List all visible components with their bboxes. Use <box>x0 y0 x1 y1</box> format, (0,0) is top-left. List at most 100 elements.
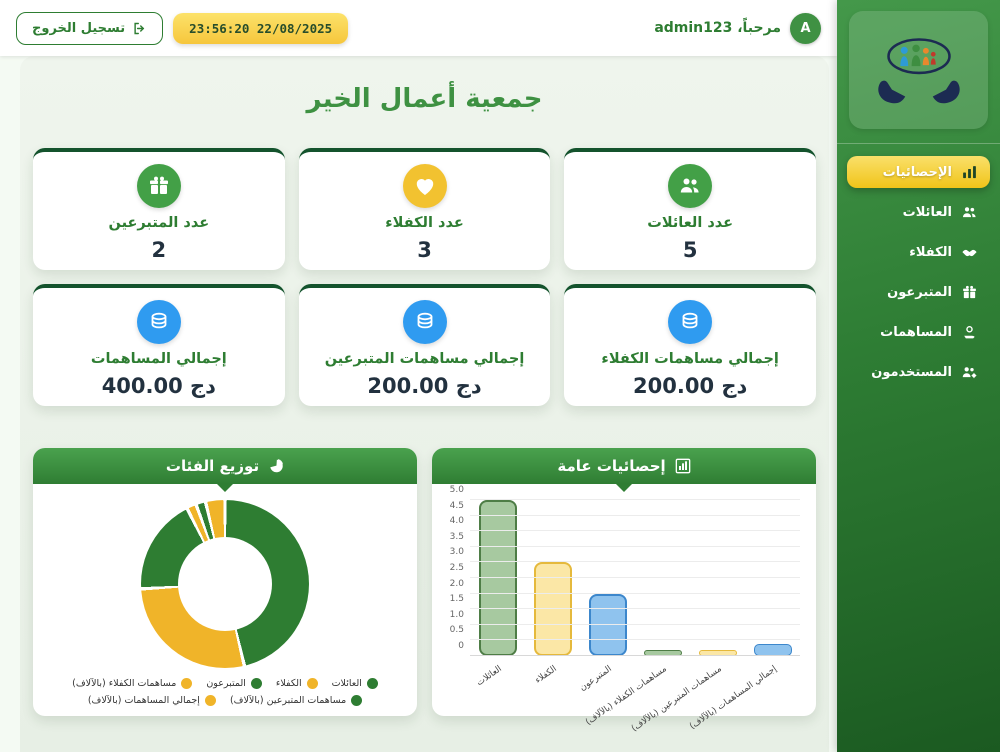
gift-icon <box>149 176 168 194</box>
sidebar-item-families[interactable]: العائلات <box>847 196 990 228</box>
y-tick-label: 1.5 <box>449 594 464 605</box>
y-tick-label: 0 <box>458 641 464 651</box>
legend-label: مساهمات المتبرعين (بالآلاف) <box>229 695 347 706</box>
legend-label: المتبرعون <box>206 678 246 689</box>
y-tick-label: 2.0 <box>449 578 464 589</box>
stat-label: إجمالي المساهمات <box>90 351 227 367</box>
legend-item[interactable]: الكفلاء <box>276 678 318 689</box>
donut-chart-card: توزيع الفئات العائلات الكفلاء المتبرعون مسا… <box>33 448 417 716</box>
sidebar-item-contributions[interactable]: المساهمات <box>847 316 990 348</box>
legend-label: الكفلاء <box>275 678 302 689</box>
donut-chart-title: توزيع الفئات <box>165 457 260 475</box>
stat-value: 400.00 دج <box>101 374 216 398</box>
coins-icon <box>417 312 432 329</box>
gridline <box>470 577 800 578</box>
bar-chart-icon <box>675 458 690 474</box>
y-tick-label: 0.5 <box>449 625 464 636</box>
bar-x-label: إجمالي المساهمات (بالآلاف) <box>687 664 779 732</box>
stat-value: 2 <box>151 238 167 262</box>
legend-dot <box>250 678 262 689</box>
stat-label: عدد الكفلاء <box>385 215 464 231</box>
y-tick-label: 4.0 <box>449 516 464 527</box>
legend-dot <box>366 678 378 689</box>
y-tick-label: 3.0 <box>449 547 464 558</box>
content-panel: جمعية أعمال الخير عدد العائلات 5 عدد الك… <box>20 56 829 752</box>
coins-icon <box>682 312 698 329</box>
stat-value: 5 <box>682 238 698 262</box>
stat-value: 3 <box>417 238 432 262</box>
legend-label: مساهمات الكفلاء (بالآلاف) <box>72 678 177 689</box>
gift-icon <box>963 285 976 298</box>
legend-label: إجمالي المساهمات (بالآلاف) <box>87 695 200 706</box>
gridline <box>470 592 800 594</box>
logout-label: تسجيل الخروج <box>32 20 126 36</box>
stat-card-donors: عدد المتبرعين 2 <box>33 148 285 270</box>
donut-chart-header: توزيع الفئات <box>33 448 417 492</box>
stat-value: 200.00 دج <box>367 374 482 398</box>
legend-item[interactable]: المتبرعون <box>206 678 262 689</box>
stat-label: إجمالي مساهمات المتبرعين <box>324 351 525 367</box>
gridline <box>470 655 800 656</box>
sidebar-item-label: العائلات <box>902 204 952 220</box>
bar-x-label: مساهمات الكفلاء (بالآلاف) <box>583 664 669 728</box>
sidebar-item-donors[interactable]: المتبرعون <box>847 276 990 308</box>
legend-item[interactable]: مساهمات الكفلاء (بالآلاف) <box>72 678 193 689</box>
bar-chart-icon <box>963 165 976 178</box>
stat-value: 200.00 دج <box>633 374 748 398</box>
stats-grid: عدد العائلات 5 عدد الكفلاء 3 عدد المتبرع… <box>33 148 816 406</box>
y-tick-label: 3.5 <box>449 531 464 542</box>
bar-plot: 0 0.5 1.0 1.5 2.0 2.5 3.0 3.5 4.0 4.5 5.0 <box>450 485 800 656</box>
sidebar-item-label: المستخدمون <box>871 364 952 380</box>
legend-dot <box>204 695 216 706</box>
stat-label: إجمالي مساهمات الكفلاء <box>601 351 779 367</box>
hands-family-logo-icon <box>877 38 960 104</box>
bar-x-label: الكفلاء <box>532 664 559 686</box>
sidebar-divider <box>837 143 1000 144</box>
page-title: جمعية أعمال الخير <box>306 84 543 114</box>
sidebar-item-label: المساهمات <box>880 324 952 340</box>
stat-card-families: عدد العائلات 5 <box>564 148 816 270</box>
welcome-text: مرحباً، admin123 <box>654 20 781 36</box>
gridline <box>470 514 800 516</box>
sidebar-item-sponsors[interactable]: الكفلاء <box>847 236 990 268</box>
legend-dot <box>181 678 193 689</box>
bar-chart-card: إحصائيات عامة 0 0.5 1.0 1.5 2.0 2.5 3.0 3.5 4.0 4… <box>432 448 816 734</box>
gridline <box>470 545 800 547</box>
bar-chart: 0 0.5 1.0 1.5 2.0 2.5 3.0 3.5 4.0 4.5 5.0 العائلات… <box>432 485 816 734</box>
gridline <box>470 623 800 625</box>
y-tick-label: 2.5 <box>449 563 464 573</box>
logout-button[interactable]: تسجيل الخروج <box>16 11 164 45</box>
gridline <box>470 499 800 500</box>
bar-x-label: المتبرعون <box>577 664 614 694</box>
org-logo <box>849 11 988 129</box>
users-icon <box>962 206 976 217</box>
donation-icon <box>964 325 975 338</box>
main-content: جمعية أعمال الخير عدد العائلات 5 عدد الك… <box>0 56 837 752</box>
coins-icon <box>151 312 167 329</box>
pie-chart-icon <box>270 459 284 473</box>
sidebar-item-users[interactable]: المستخدمون <box>847 356 990 388</box>
sidebar-item-label: المتبرعون <box>887 284 952 300</box>
gridline <box>470 530 800 532</box>
legend-dot <box>306 678 318 689</box>
legend-dot <box>351 695 363 706</box>
stat-card-total-contributions: إجمالي المساهمات 400.00 دج <box>33 284 285 406</box>
datetime-badge: 23:56:20 22/08/2025 <box>173 12 349 44</box>
avatar[interactable]: A <box>790 12 821 44</box>
sidebar-item-statistics[interactable]: الإحصائيات <box>847 156 990 188</box>
bar-chart-header: إحصائيات عامة <box>432 448 816 492</box>
stat-label: عدد العائلات <box>647 215 734 231</box>
stat-label: عدد المتبرعين <box>108 215 210 231</box>
legend-item[interactable]: إجمالي المساهمات (بالآلاف) <box>88 695 216 706</box>
users-icon <box>680 178 699 193</box>
legend-item[interactable]: العائلات <box>332 678 378 689</box>
handshake-icon <box>962 249 977 256</box>
stat-card-donor-contributions: إجمالي مساهمات المتبرعين 200.00 دج <box>298 284 551 406</box>
bar[interactable] <box>478 500 517 656</box>
legend-item[interactable]: مساهمات المتبرعين (بالآلاف) <box>229 695 363 706</box>
bars <box>470 500 800 656</box>
logout-icon <box>134 22 145 34</box>
bar-chart-title: إحصائيات عامة <box>557 457 666 475</box>
gridline <box>470 608 800 610</box>
